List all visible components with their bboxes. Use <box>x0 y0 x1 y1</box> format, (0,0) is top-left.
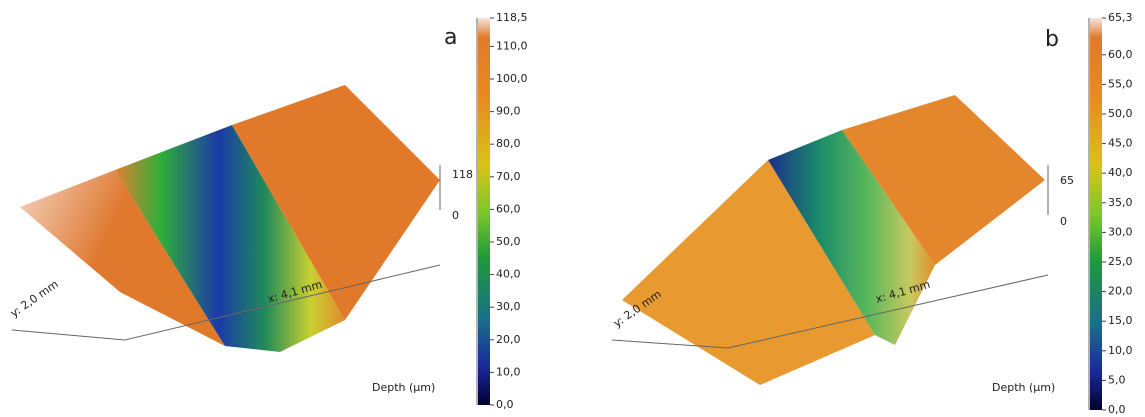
z-label: 118 <box>452 168 473 181</box>
y-axis-label: y: 2,0 mm <box>8 278 61 320</box>
colorbar-tick-label: 110,0 <box>496 39 528 52</box>
colorbar-tick-label: 10,0 <box>1108 344 1133 357</box>
surface <box>20 170 225 346</box>
colorbar-title: Depth (μm) <box>372 381 435 394</box>
colorbar-tick-label: 50,0 <box>1108 107 1133 120</box>
surface <box>842 95 1045 265</box>
colorbar-tick-label: 60,0 <box>496 202 521 215</box>
colorbar-tick-label: 10,0 <box>496 365 521 378</box>
colorbar-tick-label: 5,0 <box>1108 373 1126 386</box>
colorbar-tick-label: 35,0 <box>1108 196 1133 209</box>
colorbar-tick-label: 15,0 <box>1108 314 1133 327</box>
colorbar-tick-label: 80,0 <box>496 137 521 150</box>
colorbar-tick-label: 40,0 <box>496 268 521 281</box>
colorbar-tick-label: 90,0 <box>496 105 521 118</box>
z-label: 0 <box>1060 215 1067 228</box>
panel-b <box>611 18 1102 410</box>
colorbar-tick-label: 20,0 <box>496 333 521 346</box>
colorbar-title: Depth (μm) <box>992 381 1055 394</box>
axis <box>611 274 1049 349</box>
surface <box>768 130 935 345</box>
surface <box>232 85 440 320</box>
colorbar-tick-label: 65,3 <box>1108 11 1133 24</box>
colorbar <box>1090 18 1102 410</box>
colorbar-tick-label: 70,0 <box>496 170 521 183</box>
panel-label: b <box>1045 27 1059 52</box>
colorbar-tick-label: 20,0 <box>1108 285 1133 298</box>
colorbar-tick-label: 40,0 <box>1108 166 1133 179</box>
z-label: 0 <box>452 209 459 222</box>
colorbar-tick-label: 0,0 <box>496 398 514 411</box>
colorbar-tick-label: 60,0 <box>1108 48 1133 61</box>
colorbar <box>478 18 490 405</box>
colorbar-tick-label: 0,0 <box>1108 403 1126 416</box>
colorbar-tick-label: 100,0 <box>496 72 528 85</box>
colorbar-tick-label: 30,0 <box>1108 225 1133 238</box>
axis <box>11 264 441 341</box>
colorbar-tick-label: 30,0 <box>496 300 521 313</box>
colorbar-tick-label: 118,5 <box>496 11 528 24</box>
z-label: 65 <box>1060 174 1074 187</box>
colorbar-tick-label: 25,0 <box>1108 255 1133 268</box>
colorbar-tick-label: 50,0 <box>496 235 521 248</box>
colorbar-tick-label: 55,0 <box>1108 77 1133 90</box>
panel-a <box>11 18 490 405</box>
panel-label: a <box>444 25 457 50</box>
surface <box>115 125 345 352</box>
colorbar-tick-label: 45,0 <box>1108 137 1133 150</box>
